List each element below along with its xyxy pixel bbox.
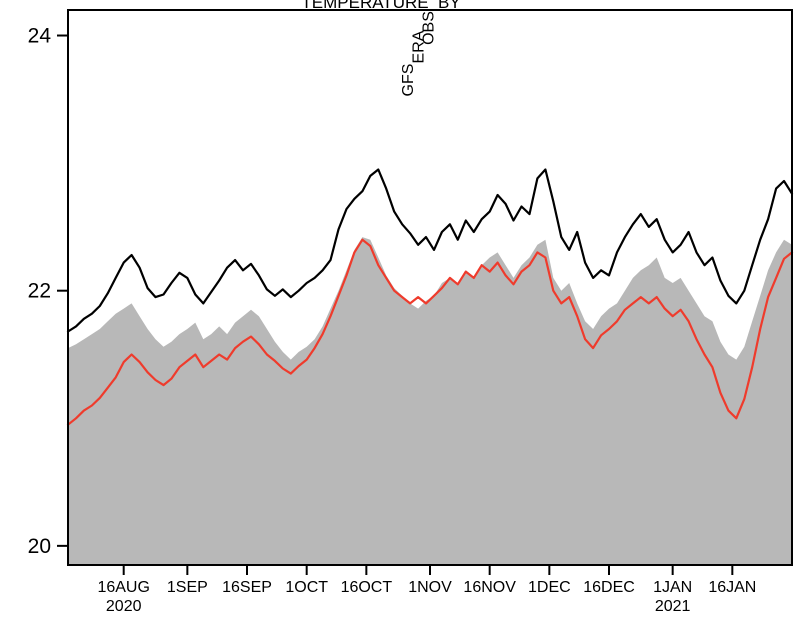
legend-label-gfs: GFS (400, 64, 417, 97)
era-line-series (66, 168, 794, 333)
x-tick-label: 1SEP (167, 579, 208, 596)
gfs-line-series (66, 238, 794, 426)
x-tick-label: 1OCT (285, 579, 328, 596)
gfs-line (66, 238, 794, 426)
y-tick-label: 20 (28, 535, 51, 558)
y-tick-label: 24 (28, 25, 52, 48)
era-line (66, 168, 794, 333)
x-tick-label: 1NOV (408, 579, 452, 596)
year-label: 2021 (655, 598, 691, 615)
x-tick-label: 16AUG (97, 579, 149, 596)
year-label: 2020 (106, 598, 142, 615)
legend-label-obs: OBS (421, 11, 438, 45)
y-tick-label: 22 (28, 280, 51, 303)
x-tick-label: 1JAN (653, 579, 692, 596)
x-tick-label: 16SEP (222, 579, 272, 596)
y-axis: 20 22 24 (28, 25, 68, 558)
obs-area (68, 237, 792, 565)
x-axis: 16AUG 1SEP 16SEP 1OCT 16OCT 1NOV 16NOV 1DEC 16DE… (97, 565, 756, 615)
obs-area-series (68, 237, 792, 565)
legend-label-era: ERA (411, 30, 428, 63)
x-tick-label: 1DEC (528, 579, 571, 596)
x-tick-label: 16OCT (341, 579, 393, 596)
x-tick-label: 16DEC (583, 579, 635, 596)
x-tick-label: 16NOV (463, 579, 516, 596)
x-tick-label: 16JAN (708, 579, 756, 596)
